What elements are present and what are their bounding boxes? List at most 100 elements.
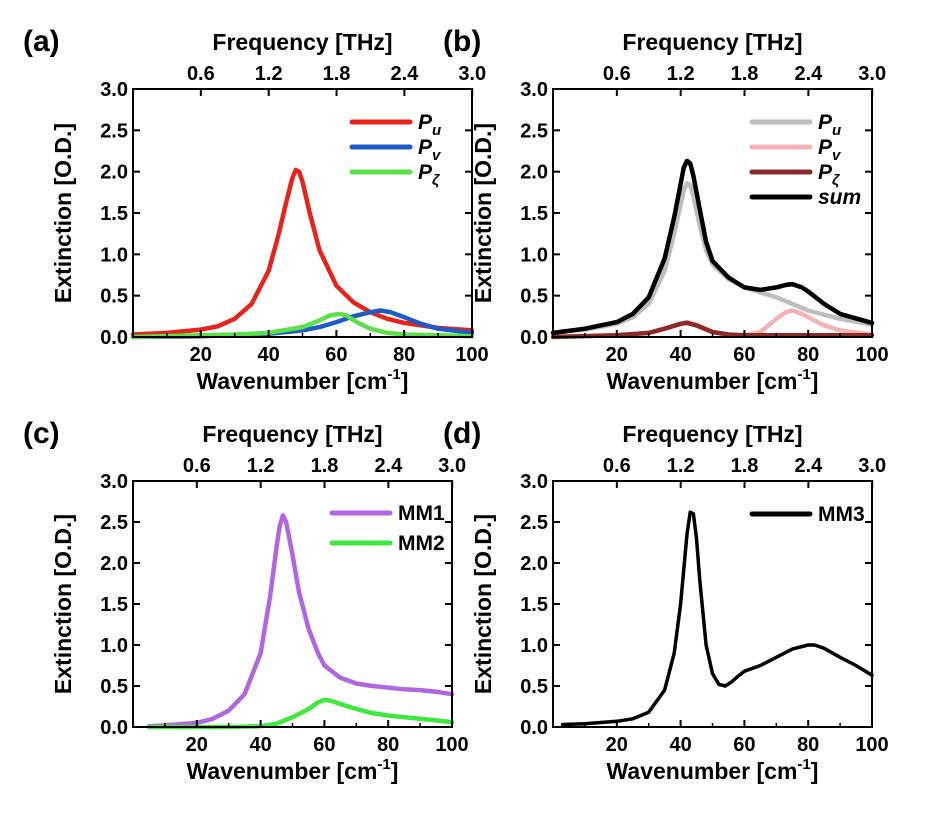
x-axis-title: Wavenumber [cm-1] [197, 366, 409, 394]
y-tick-label: 3.0 [100, 79, 128, 101]
series-line-P-u [130, 167, 475, 337]
y-tick-label: 2.0 [520, 553, 548, 575]
x-axis-title-main: Wavenumber [cm [607, 368, 798, 394]
y-tick-label: 0.5 [520, 676, 548, 698]
x-tick-label: 80 [797, 734, 819, 756]
y-tick-label: 3.0 [520, 79, 548, 101]
y-axis-title: Extinction [O.D.] [50, 514, 76, 694]
y-tick-label: 1.5 [100, 594, 128, 616]
y-tick-label: 1.0 [100, 635, 128, 657]
legend-entry-name: P [818, 136, 833, 159]
top-tick-label: 2.4 [390, 63, 419, 85]
panel-label: (a) [23, 25, 60, 58]
x-tick-label: 100 [455, 344, 488, 366]
legend-entry-sub: v [432, 147, 442, 164]
top-tick-label: 0.6 [603, 455, 631, 477]
legend-entry-name: P [818, 161, 833, 184]
chart-panel-d: 20 40 60 80 100 0.0 0.5 1.0 1.5 2.0 2.5 3.0 0.6 1.2 1.… [443, 417, 889, 784]
y-tick-label: 3.0 [520, 471, 548, 493]
x-tick-label: 60 [733, 734, 755, 756]
y-tick-label: 1.0 [520, 635, 548, 657]
panel-label: (c) [23, 417, 60, 450]
legend-entry: sum [818, 186, 861, 209]
legend-entry-sub: u [832, 122, 841, 139]
y-tick-label: 0.5 [100, 676, 128, 698]
legend-entry-name: P [418, 161, 433, 184]
legend-entry: MM3 [818, 503, 865, 526]
x-axis-title-sup: -1 [387, 366, 400, 383]
top-axis-title: Frequency [THz] [622, 421, 802, 447]
legend-entry: Pv [818, 136, 842, 164]
legend-entry-name: P [418, 111, 433, 134]
x-tick-label: 20 [186, 734, 208, 756]
y-tick-label: 2.5 [520, 512, 548, 534]
top-tick-label: 3.0 [858, 455, 886, 477]
legend-entry: Pv [418, 136, 442, 164]
y-tick-label: 0.5 [520, 286, 548, 308]
x-axis-title-sup: -1 [797, 366, 810, 383]
y-tick-label: 2.5 [100, 120, 128, 142]
legend-entry-sub: u [432, 122, 441, 139]
y-tick-label: 0.0 [100, 717, 128, 739]
x-tick-label: 80 [797, 344, 819, 366]
x-tick-label: 60 [325, 344, 347, 366]
x-axis-title: Wavenumber [cm-1] [187, 756, 399, 784]
top-tick-label: 2.4 [374, 455, 403, 477]
x-axis-title-tail: ] [401, 368, 409, 394]
x-tick-label: 80 [393, 344, 415, 366]
series-line-MM1 [146, 513, 455, 729]
legend-entry-name: P [818, 111, 833, 134]
top-tick-label: 3.0 [458, 63, 486, 85]
top-tick-label: 3.0 [858, 63, 886, 85]
x-axis-title-tail: ] [811, 758, 819, 784]
x-axis-title-sup: -1 [377, 756, 390, 773]
series-line-P-ζ [550, 320, 875, 340]
x-tick-label: 60 [313, 734, 335, 756]
top-tick-label: 1.8 [731, 63, 759, 85]
y-tick-label: 1.0 [520, 244, 548, 266]
x-tick-label: 80 [377, 734, 399, 756]
x-axis-title-tail: ] [391, 758, 399, 784]
x-tick-label: 40 [249, 734, 271, 756]
top-tick-label: 3.0 [438, 455, 466, 477]
chart-panel-a: 20 40 60 80 100 0.0 0.5 1.0 1.5 2.0 2.5 3.0 0.6 1.2 1.… [23, 25, 489, 394]
legend-entry: Pu [818, 111, 841, 139]
x-tick-label: 20 [606, 734, 628, 756]
y-tick-label: 2.0 [100, 553, 128, 575]
top-axis-title: Frequency [THz] [622, 29, 802, 55]
x-axis-title: Wavenumber [cm-1] [607, 756, 819, 784]
x-axis-title: Wavenumber [cm-1] [607, 366, 819, 394]
x-tick-label: 40 [669, 734, 691, 756]
top-tick-label: 2.4 [794, 455, 823, 477]
legend-entry: Pζ [818, 161, 840, 189]
chart-panel-c: 20 40 60 80 100 0.0 0.5 1.0 1.5 2.0 2.5 3.0 0.6 1.2 1.… [23, 417, 469, 784]
series-line-P-ζ [130, 311, 475, 340]
y-tick-label: 0.0 [520, 327, 548, 349]
panel-label: (b) [443, 25, 481, 58]
top-tick-label: 1.8 [323, 63, 351, 85]
y-tick-label: 2.5 [520, 120, 548, 142]
top-tick-label: 1.8 [731, 455, 759, 477]
x-tick-label: 100 [855, 734, 888, 756]
series-line-MM3 [560, 510, 874, 727]
legend-entry-name: P [418, 136, 433, 159]
legend-entry-name: MM1 [398, 502, 445, 525]
x-axis-title-tail: ] [811, 368, 819, 394]
series-line-P-u [550, 180, 875, 336]
x-tick-label: 40 [257, 344, 279, 366]
y-tick-label: 2.0 [100, 162, 128, 184]
y-tick-label: 0.5 [100, 286, 128, 308]
legend-entry-sub: ζ [832, 172, 840, 189]
y-axis-title: Extinction [O.D.] [470, 123, 496, 303]
top-tick-label: 1.2 [255, 63, 283, 85]
y-tick-label: 3.0 [100, 471, 128, 493]
x-tick-label: 100 [855, 344, 888, 366]
legend-entry-name: sum [818, 186, 861, 209]
top-tick-label: 0.6 [187, 63, 215, 85]
y-tick-label: 1.5 [520, 594, 548, 616]
legend-entry: MM1 [398, 502, 445, 525]
